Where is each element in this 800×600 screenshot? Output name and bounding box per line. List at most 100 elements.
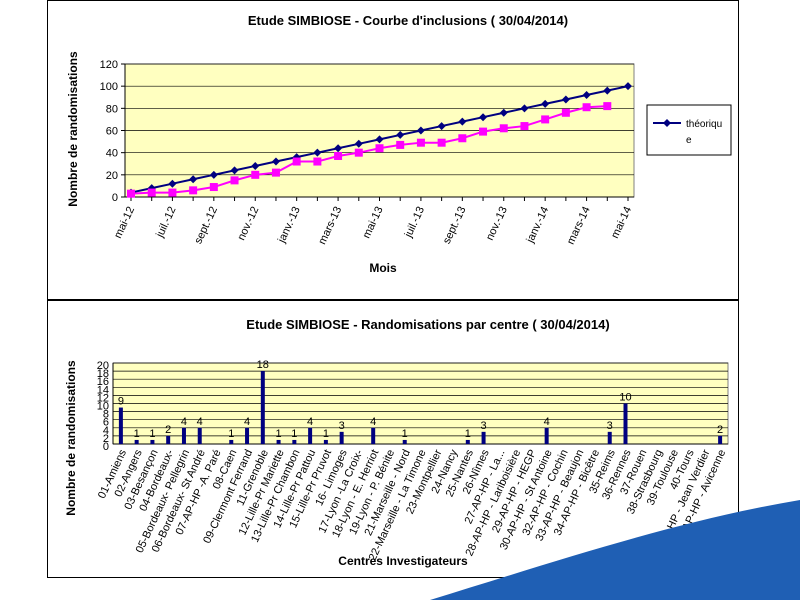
inclusions-point (499, 124, 508, 133)
theorique-point (437, 122, 446, 131)
legend-label: théoriqu (686, 119, 722, 130)
y-tick-label: 120 (100, 59, 118, 71)
legend-box (646, 104, 732, 156)
bar (166, 435, 171, 444)
bar (181, 427, 186, 444)
y-tick-label: 100 (100, 81, 118, 93)
inclusions-point (251, 170, 260, 179)
y-tick-label: 6 (103, 417, 109, 429)
inclusions-point (354, 148, 363, 157)
bar (607, 431, 612, 444)
theorique-point (479, 113, 488, 122)
y-tick-label: 14 (97, 384, 109, 396)
bar (308, 427, 313, 444)
bar-value-label: 3 (339, 420, 345, 432)
bar (260, 371, 265, 444)
bar (718, 435, 723, 444)
bar-value-label: 1 (402, 428, 408, 440)
inclusions-point (127, 189, 135, 198)
bar (623, 403, 628, 444)
inclusions-point (292, 157, 301, 166)
bar (481, 431, 486, 444)
x-axis-title: Mois (369, 261, 397, 275)
legend-label: e (686, 135, 692, 146)
y-tick-label: 16 (97, 376, 109, 388)
bar (339, 431, 344, 444)
theorique-point (582, 91, 591, 100)
inclusions-point (168, 188, 177, 197)
randomisation-bar-svg: Etude SIMBIOSE - Randomisations par cent… (64, 317, 729, 568)
theorique-point (396, 130, 405, 139)
legend-marker-theorique (663, 119, 671, 127)
y-tick-label: 10 (97, 401, 109, 413)
bar (292, 439, 297, 444)
bar-value-label: 1 (291, 428, 297, 440)
inclusions-point (375, 144, 384, 153)
inclusion-curve-chart: Etude SIMBIOSE - Courbe d'inclusions ( 3… (47, 0, 739, 300)
bar (402, 439, 407, 444)
inclusions-point (189, 186, 198, 195)
bar-value-label: 1 (276, 428, 282, 440)
y-tick-label: 80 (106, 103, 118, 115)
y-tick-label: 40 (106, 148, 118, 160)
inclusions-point (479, 127, 488, 136)
theorique-point (251, 161, 260, 170)
inclusions-point (582, 103, 591, 112)
inclusions-point (313, 157, 322, 166)
bar (229, 439, 234, 444)
theorique-point (354, 139, 363, 148)
x-axis-title: Centres Investigateurs (338, 554, 468, 568)
inclusions-point (271, 168, 280, 177)
bar (150, 439, 155, 444)
y-tick-label: 20 (97, 360, 109, 372)
theorique-point (230, 166, 239, 175)
randomisation-by-center-chart: Etude SIMBIOSE - Randomisations par cent… (47, 300, 739, 578)
theorique-point (624, 82, 632, 91)
bar-value-label: 4 (307, 416, 313, 428)
y-tick-label: 0 (103, 441, 109, 453)
inclusions-point (458, 134, 467, 143)
chart-title: Etude SIMBIOSE - Courbe d'inclusions ( 3… (248, 13, 568, 28)
bar (323, 439, 328, 444)
bar (465, 439, 470, 444)
theorique-point (541, 99, 550, 108)
theorique-point (271, 157, 280, 166)
bar-value-label: 4 (197, 416, 203, 428)
y-tick-label: 8 (103, 409, 109, 421)
bar-value-label: 1 (323, 428, 329, 440)
bar-value-label: 1 (134, 428, 140, 440)
inclusions-point (334, 151, 343, 160)
inclusions-point (603, 102, 612, 111)
y-tick-label: 2 (103, 433, 109, 445)
chart-title: Etude SIMBIOSE - Randomisations par cent… (246, 317, 609, 332)
bar (118, 407, 123, 444)
theorique-point (416, 126, 425, 135)
bar (544, 427, 549, 444)
y-tick-label: 12 (97, 392, 109, 404)
bar-value-label: 3 (481, 420, 487, 432)
inclusions-point (561, 108, 570, 117)
y-tick-label: 20 (106, 170, 118, 182)
bar-value-label: 1 (228, 428, 234, 440)
bar-value-label: 4 (181, 416, 187, 428)
inclusions-point (541, 115, 550, 124)
bar-value-label: 4 (370, 416, 376, 428)
inclusions-point (209, 183, 218, 192)
bar (276, 439, 281, 444)
bar-value-label: 9 (118, 396, 124, 408)
bar-value-label: 4 (544, 416, 550, 428)
theorique-point (520, 104, 529, 113)
theorique-point (375, 135, 384, 144)
inclusions-point (396, 140, 405, 149)
inclusions-point (147, 188, 156, 197)
bar-value-label: 2 (165, 424, 171, 436)
y-tick-label: 18 (97, 368, 109, 380)
theorique-point (189, 175, 198, 184)
bar-value-label: 3 (607, 420, 613, 432)
theorique-point (168, 179, 177, 188)
y-tick-label: 4 (103, 425, 109, 437)
bar-value-label: 1 (465, 428, 471, 440)
bar-value-label: 1 (149, 428, 155, 440)
theorique-point (499, 108, 508, 117)
